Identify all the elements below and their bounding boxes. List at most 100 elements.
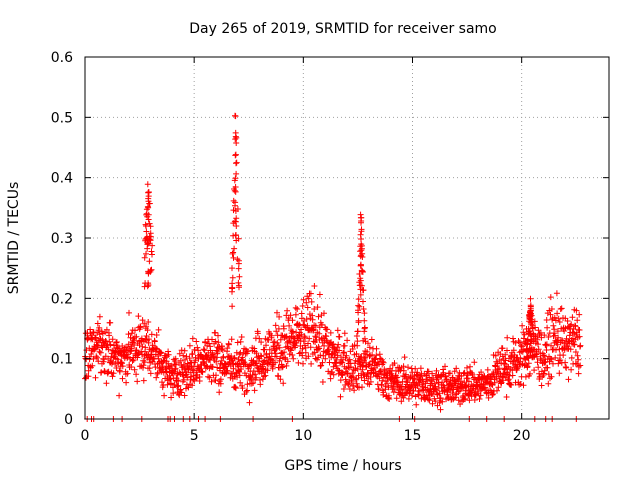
data-point	[433, 367, 440, 374]
data-point	[393, 395, 400, 402]
data-point	[531, 367, 538, 374]
data-point	[527, 340, 534, 347]
data-point	[96, 348, 103, 355]
data-point	[140, 362, 147, 369]
data-point	[517, 381, 524, 387]
data-point	[258, 339, 265, 346]
data-point	[567, 346, 574, 353]
data-point	[232, 385, 239, 392]
data-point	[304, 322, 311, 329]
data-point	[236, 273, 243, 280]
data-point	[538, 382, 545, 389]
data-point	[209, 363, 216, 370]
data-point	[355, 302, 362, 309]
data-point	[133, 371, 140, 378]
data-point	[321, 310, 327, 317]
data-point	[471, 397, 478, 403]
data-point	[303, 299, 310, 306]
data-point	[230, 249, 237, 256]
data-point	[230, 207, 237, 214]
data-point	[391, 360, 398, 367]
data-point	[168, 394, 175, 401]
data-point	[501, 360, 507, 367]
data-point	[372, 365, 378, 371]
data-point	[153, 374, 160, 381]
data-point	[153, 332, 160, 338]
data-point	[230, 197, 237, 204]
data-point	[356, 279, 363, 286]
data-point	[272, 359, 279, 366]
data-point	[353, 333, 360, 339]
chart-title: Day 265 of 2019, SRMTID for receiver sam…	[189, 21, 497, 37]
data-point	[261, 373, 267, 380]
data-point	[196, 378, 203, 384]
data-point	[201, 347, 208, 354]
data-point	[564, 342, 571, 349]
data-point	[361, 310, 368, 317]
data-point	[230, 355, 237, 362]
data-point	[334, 352, 341, 359]
data-point	[279, 363, 286, 370]
data-point	[335, 341, 342, 348]
data-point	[123, 379, 130, 386]
data-point	[266, 346, 273, 353]
data-point	[553, 346, 559, 353]
data-point	[233, 215, 240, 222]
data-point	[287, 312, 294, 319]
data-point	[432, 383, 439, 390]
data-point	[146, 258, 153, 265]
data-point	[543, 341, 550, 348]
data-point	[212, 329, 219, 336]
data-point	[565, 376, 572, 383]
data-point	[492, 352, 499, 359]
data-point	[319, 379, 326, 385]
data-point	[152, 364, 159, 371]
data-point	[89, 362, 96, 369]
data-point	[144, 283, 151, 290]
data-point	[557, 306, 564, 312]
data-point	[433, 374, 440, 381]
data-point	[170, 390, 177, 397]
data-point	[134, 378, 141, 385]
data-point	[395, 379, 402, 386]
data-point	[231, 354, 238, 361]
data-point	[176, 350, 183, 357]
data-point	[113, 339, 120, 345]
data-point	[224, 345, 231, 352]
data-point	[443, 378, 450, 385]
data-point	[154, 369, 161, 376]
data-point	[558, 305, 565, 312]
data-point	[268, 332, 275, 339]
data-point	[340, 350, 347, 356]
data-point	[572, 323, 579, 330]
data-point	[219, 347, 226, 354]
data-point	[560, 352, 567, 359]
data-point	[510, 335, 516, 342]
data-point	[505, 377, 512, 384]
data-point	[271, 338, 278, 345]
data-point	[449, 374, 456, 381]
data-point	[346, 386, 353, 392]
data-point	[186, 342, 193, 349]
data-point	[401, 354, 408, 361]
data-point	[568, 366, 575, 373]
data-point	[193, 338, 200, 345]
data-point	[520, 335, 527, 342]
data-point	[144, 245, 151, 252]
data-point	[177, 386, 184, 393]
data-point	[439, 379, 446, 386]
data-point	[186, 355, 193, 362]
data-point	[351, 387, 358, 394]
data-point	[128, 364, 135, 370]
data-point	[561, 328, 568, 334]
data-point	[299, 352, 306, 359]
data-point	[259, 376, 266, 383]
data-point	[315, 313, 322, 320]
data-point	[414, 383, 421, 389]
data-point	[311, 306, 318, 312]
data-point	[254, 330, 261, 337]
data-point	[181, 392, 188, 399]
data-point	[359, 384, 365, 391]
data-point	[236, 284, 242, 291]
y-tick-label: 0	[64, 412, 73, 428]
